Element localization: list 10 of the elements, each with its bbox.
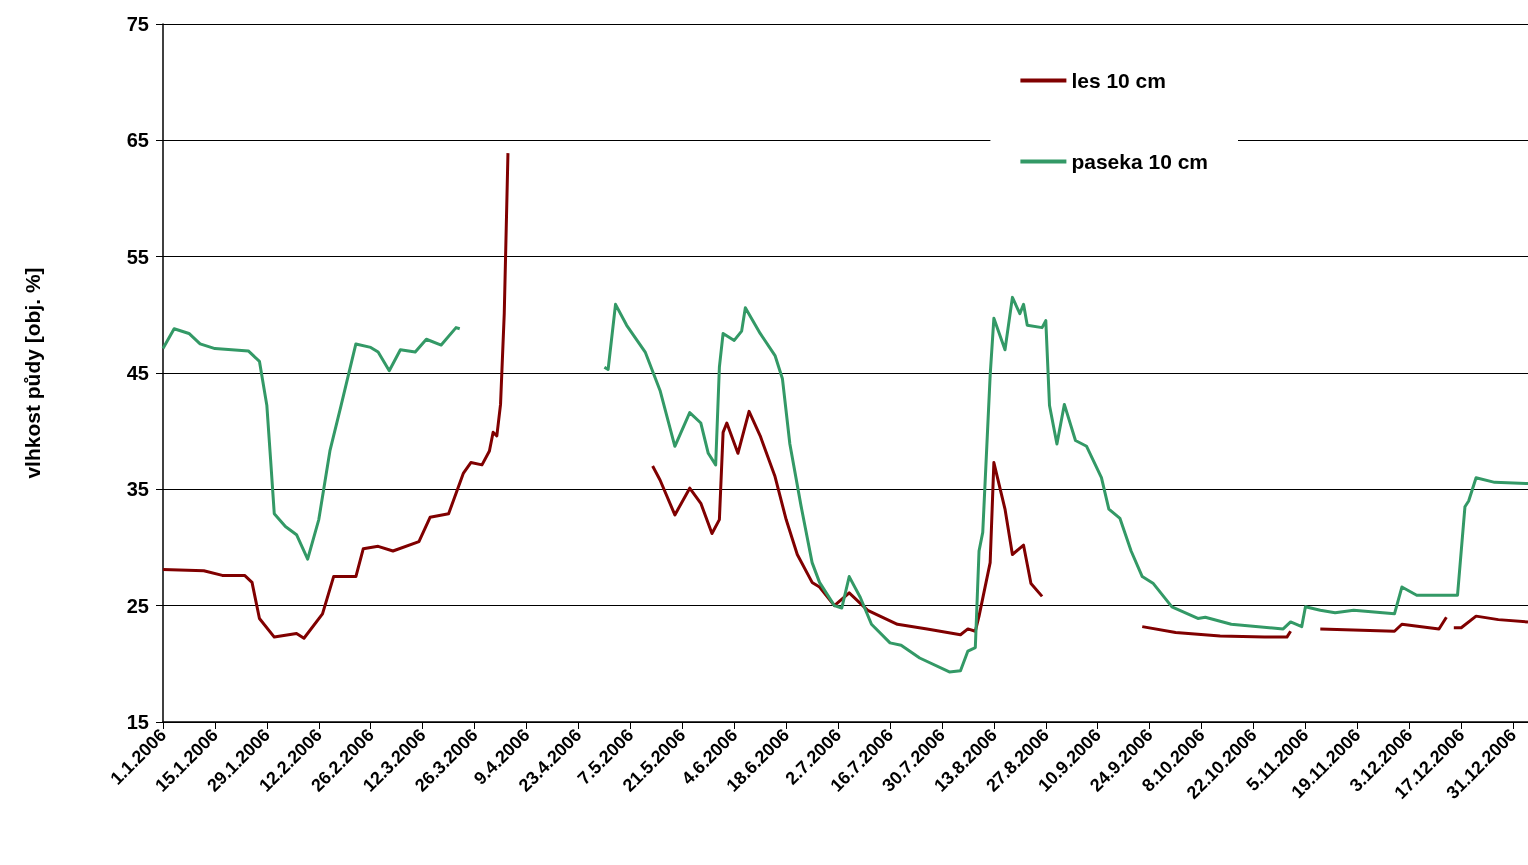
y-tick-label: 75 <box>126 13 149 35</box>
y-tick-label: 65 <box>126 129 149 152</box>
y-tick-label: 15 <box>126 711 149 733</box>
y-axis-title: vlhkost půdy [obj. %] <box>21 267 44 479</box>
legend-label: les 10 cm <box>1071 69 1166 92</box>
y-tick-label: 45 <box>126 362 149 384</box>
y-tick-label: 35 <box>126 478 149 501</box>
legend-label: paseka 10 cm <box>1071 150 1209 173</box>
y-tick-label: 25 <box>126 594 149 617</box>
y-tick-label: 55 <box>126 245 149 268</box>
